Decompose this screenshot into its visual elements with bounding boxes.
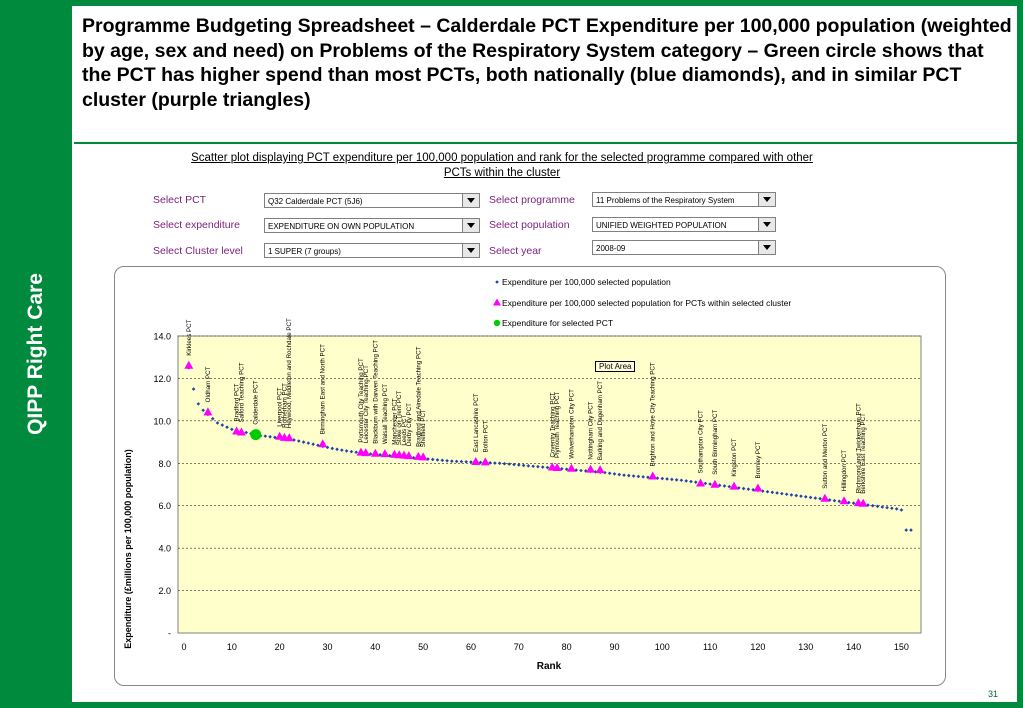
select-population-label: Select population bbox=[489, 219, 570, 231]
select-pct-dropdown[interactable]: Q32 Calderdale PCT (5J6) bbox=[264, 193, 480, 208]
page-number: 31 bbox=[988, 689, 999, 699]
side-label: QIPP Right Care bbox=[24, 273, 47, 435]
slide-headline: Programme Budgeting Spreadsheet – Calder… bbox=[82, 15, 1012, 111]
select-year-dropdown[interactable]: 2008-09 bbox=[592, 240, 776, 255]
dropdown-arrow-icon[interactable] bbox=[462, 194, 479, 207]
dropdown-arrow-icon[interactable] bbox=[758, 193, 775, 206]
dropdown-arrow-icon[interactable] bbox=[462, 219, 479, 232]
select-programme-value: 11 Problems of the Respiratory System bbox=[596, 196, 735, 205]
select-year-value: 2008-09 bbox=[596, 244, 626, 253]
side-bar: QIPP Right Care bbox=[0, 0, 72, 708]
select-expenditure-value: EXPENDITURE ON OWN POPULATION bbox=[268, 222, 415, 231]
dropdown-arrow-icon[interactable] bbox=[758, 218, 775, 231]
dropdown-arrow-icon[interactable] bbox=[462, 244, 479, 257]
select-programme-label: Select programme bbox=[489, 194, 575, 206]
select-pct-value: Q32 Calderdale PCT (5J6) bbox=[268, 197, 363, 206]
frame-top-border bbox=[0, 0, 1023, 6]
dropdown-arrow-icon[interactable] bbox=[758, 241, 775, 254]
select-cluster-dropdown[interactable]: 1 SUPER (7 groups) bbox=[264, 243, 480, 258]
frame-right-border bbox=[1017, 0, 1023, 708]
select-population-value: UNIFIED WEIGHTED POPULATION bbox=[596, 221, 727, 230]
sheet-title: Scatter plot displaying PCT expenditure … bbox=[112, 151, 892, 180]
select-expenditure-dropdown[interactable]: EXPENDITURE ON OWN POPULATION bbox=[264, 218, 480, 233]
headline-divider bbox=[74, 142, 1018, 144]
select-expenditure-label: Select expenditure bbox=[153, 219, 240, 231]
sheet-title-line2: PCTs within the cluster bbox=[443, 166, 561, 179]
chart-container bbox=[114, 266, 946, 686]
sheet-title-line1: Scatter plot displaying PCT expenditure … bbox=[191, 152, 813, 164]
select-population-dropdown[interactable]: UNIFIED WEIGHTED POPULATION bbox=[592, 217, 776, 232]
frame-bottom-border bbox=[0, 702, 1023, 708]
select-cluster-value: 1 SUPER (7 groups) bbox=[268, 247, 341, 256]
select-pct-label: Select PCT bbox=[153, 194, 207, 206]
select-year-label: Select year bbox=[489, 245, 542, 257]
select-cluster-label: Select Cluster level bbox=[153, 245, 243, 257]
select-programme-dropdown[interactable]: 11 Problems of the Respiratory System bbox=[592, 192, 776, 207]
plot-area-tooltip: Plot Area bbox=[595, 361, 636, 372]
